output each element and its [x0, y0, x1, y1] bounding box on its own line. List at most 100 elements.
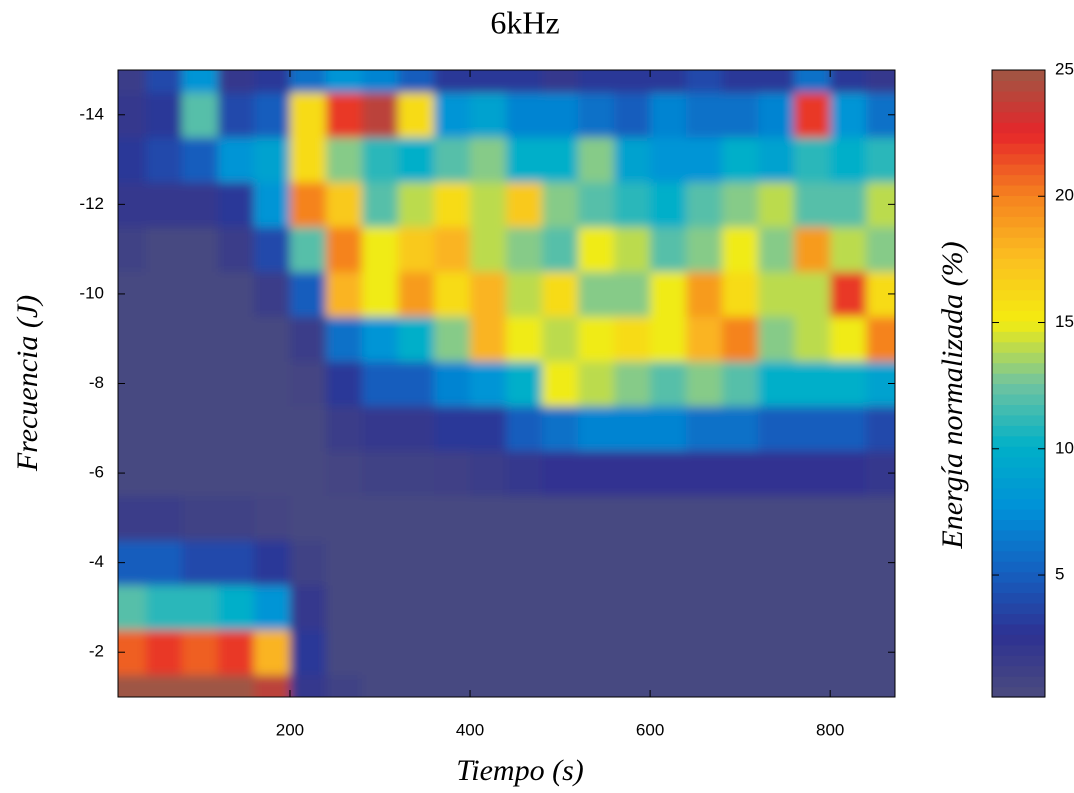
contour-cell [325, 361, 363, 407]
contour-cell [578, 271, 615, 317]
contour-cell [758, 226, 795, 273]
colorbar-band [992, 393, 1045, 405]
contour-cell [758, 70, 795, 93]
colorbar-band [992, 70, 1045, 82]
contour-cell [722, 316, 759, 362]
y-tick-label: -4 [89, 552, 104, 571]
contour-cell [758, 674, 795, 697]
contour-cell [542, 137, 579, 183]
colorbar-band [992, 508, 1045, 520]
contour-cell [361, 450, 399, 496]
contour-cell [398, 361, 435, 407]
contour-cell [578, 540, 615, 586]
contour-cell [578, 361, 615, 407]
contour-cell [866, 226, 895, 273]
contour-cell [325, 540, 363, 586]
colorbar-band [992, 404, 1045, 416]
contour-cell [830, 316, 867, 362]
colorbar-band [992, 216, 1045, 228]
contour-cell [253, 361, 291, 407]
contour-cell [578, 495, 615, 541]
contour-cell [181, 316, 219, 362]
contour-cell [289, 629, 327, 676]
contour-cell [794, 226, 831, 273]
contour-cell [289, 316, 327, 362]
contour-cell [398, 629, 435, 676]
contour-cell [145, 450, 183, 496]
contour-cell [361, 361, 399, 407]
contour-cell [794, 92, 831, 138]
contour-cell [722, 92, 759, 138]
contour-cell [118, 495, 147, 541]
contour-cell [181, 271, 219, 317]
colorbar-band [992, 101, 1045, 113]
colorbar-band [992, 320, 1045, 332]
contour-cell [686, 629, 723, 676]
contour-cell [289, 585, 327, 631]
contour-cell [398, 585, 435, 631]
contour-cell [289, 137, 327, 183]
contour-cell [794, 137, 831, 183]
contour-cell [470, 585, 507, 631]
contour-cell [181, 137, 219, 183]
contour-cell [145, 585, 183, 631]
contour-cell [398, 405, 435, 452]
contour-cell [578, 226, 615, 273]
contour-cell [145, 92, 183, 138]
contour-cell [794, 450, 831, 496]
contour-cell [722, 405, 759, 452]
contour-cell [289, 70, 327, 93]
contour-cell [398, 92, 435, 138]
colorbar-band [992, 289, 1045, 301]
contour-cell [758, 361, 795, 407]
contour-cell [830, 674, 867, 697]
colorbar-band [992, 540, 1045, 552]
colorbar-band [992, 279, 1045, 291]
contour-cell [866, 495, 895, 541]
y-tick-label: -2 [89, 642, 104, 661]
contour-cell [181, 70, 219, 93]
contour-cell [542, 226, 579, 273]
contour-cell [325, 137, 363, 183]
contour-cell [145, 70, 183, 93]
contour-cell [118, 674, 147, 697]
contour-cell [650, 674, 687, 697]
contour-cell [758, 271, 795, 317]
contour-cell [722, 137, 759, 183]
contour-cell [434, 316, 471, 362]
contour-cell [758, 629, 795, 676]
contour-cell [289, 540, 327, 586]
contour-cell [398, 316, 435, 362]
contour-cell [758, 495, 795, 541]
colorbar-band [992, 331, 1045, 343]
contour-cell [830, 361, 867, 407]
contour-cell [506, 70, 543, 93]
contour-cell [470, 540, 507, 586]
contour-cell [542, 92, 579, 138]
plot-area [118, 70, 895, 697]
colorbar-band [992, 153, 1045, 165]
colorbar-band [992, 571, 1045, 583]
contour-cell [253, 137, 291, 183]
contour-cell [253, 405, 291, 452]
contour-cell [217, 540, 255, 586]
colorbar-band [992, 184, 1045, 196]
contour-cell [578, 405, 615, 452]
contour-cell [722, 674, 759, 697]
contour-cell [722, 271, 759, 317]
colorbar-band [992, 195, 1045, 207]
contour-cell [542, 271, 579, 317]
contour-cell [181, 226, 219, 273]
contour-cell [758, 137, 795, 183]
contour-cell [830, 540, 867, 586]
colorbar-frame [991, 69, 1046, 698]
contour-cell [398, 674, 435, 697]
y-tick-label: -10 [79, 283, 104, 302]
chart-title: 6kHz [490, 4, 559, 40]
colorbar-band [992, 686, 1045, 698]
contour-cell [542, 361, 579, 407]
contour-cell [722, 540, 759, 586]
contour-cell [650, 181, 687, 228]
contour-cell [181, 629, 219, 676]
